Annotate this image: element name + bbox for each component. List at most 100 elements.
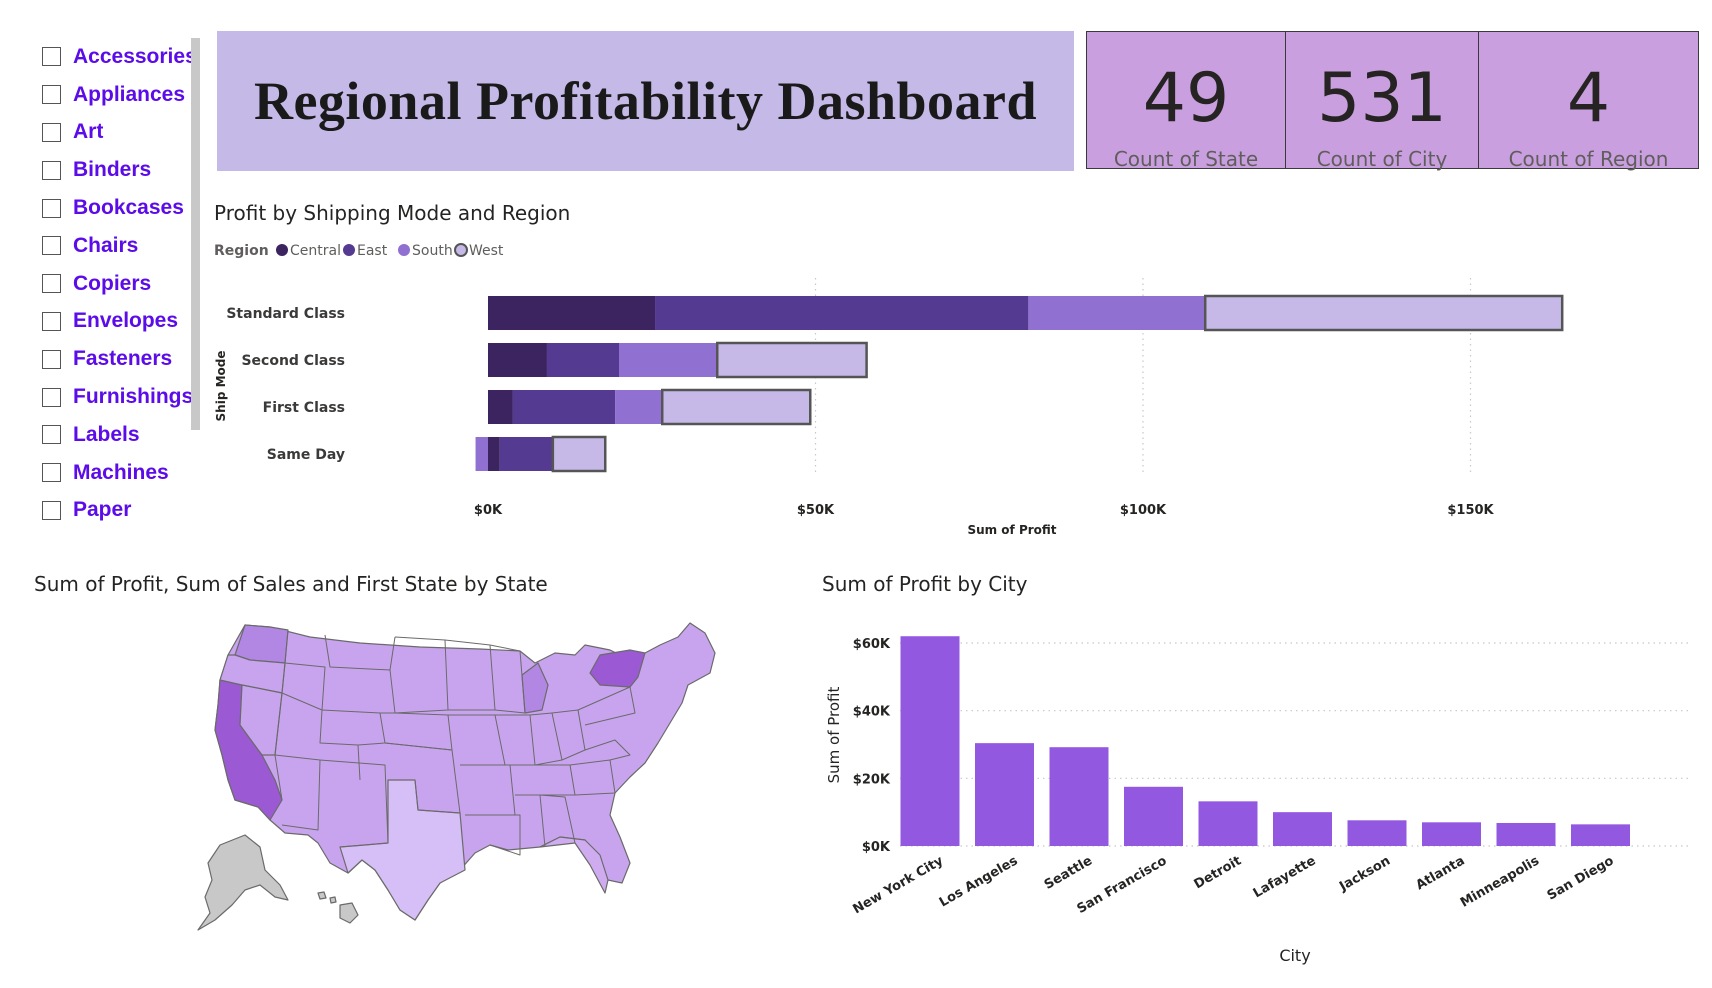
checkbox[interactable] (42, 349, 61, 369)
checkbox[interactable] (42, 47, 61, 67)
slicer-item[interactable]: Envelopes (42, 303, 194, 341)
bar-new-york-city[interactable] (900, 636, 960, 846)
legend-label: East (357, 243, 388, 259)
bar-jackson[interactable] (1347, 820, 1407, 846)
bar-san-francisco[interactable] (1124, 786, 1183, 846)
y-tick-label: $40K (853, 705, 891, 720)
bar-south[interactable] (619, 343, 718, 377)
x-axis-title: Sum of Profit (967, 523, 1056, 537)
checkbox[interactable] (42, 311, 61, 331)
state-profit-map[interactable] (190, 615, 750, 950)
x-tick-label: $50K (797, 503, 835, 518)
slicer-item[interactable]: Accessories (42, 38, 197, 76)
slicer-item[interactable]: Appliances (42, 76, 194, 114)
shipping-mode-chart[interactable]: Region Central East South West $0K $50K $100K $1… (210, 236, 1710, 546)
legend-item-east[interactable]: East (343, 243, 388, 259)
bar-detroit[interactable] (1198, 801, 1258, 846)
bar-central[interactable] (488, 390, 513, 424)
city-profit-chart[interactable]: $0K $20K $40K $60K Sum of Profit New York Cit… (815, 615, 1710, 985)
bar-central[interactable] (488, 343, 547, 377)
slicer-item[interactable]: Binders (42, 151, 194, 189)
card-count-of-region[interactable]: 4 Count of Region (1478, 31, 1699, 171)
legend-item-south[interactable]: South (398, 243, 453, 259)
legend-item-central[interactable]: Central (276, 243, 341, 259)
legend-item-west[interactable]: West (454, 243, 504, 259)
slicer-item-label: Appliances (73, 82, 186, 106)
bar-east[interactable] (655, 296, 1029, 330)
bar-east[interactable] (512, 390, 616, 424)
y-tick-label: $0K (862, 840, 891, 855)
slicer-item-label: Art (73, 120, 104, 144)
map-state-florida[interactable] (539, 836, 609, 894)
slicer-item[interactable]: Bookcases (42, 189, 194, 227)
card-count-of-city[interactable]: 531 Count of City (1285, 31, 1479, 171)
x-tick-label: Atlanta (1413, 853, 1467, 893)
x-tick-label: Seattle (1042, 853, 1095, 892)
bar-seattle[interactable] (1049, 747, 1109, 846)
card-value: 531 (1317, 59, 1447, 138)
checkbox[interactable] (42, 85, 61, 105)
checkbox[interactable] (42, 274, 61, 294)
bar-san-diego[interactable] (1571, 824, 1630, 846)
checkbox[interactable] (42, 236, 61, 256)
slicer-item[interactable]: Art (42, 114, 194, 152)
title-banner: Regional Profitability Dashboard (217, 31, 1074, 171)
map-state-nevada[interactable] (239, 684, 283, 756)
x-axis-title: City (1279, 946, 1310, 965)
slicer-item-label: Labels (73, 422, 140, 446)
bar-west[interactable] (551, 435, 607, 473)
bar-west[interactable] (716, 341, 868, 379)
checkbox[interactable] (42, 387, 61, 407)
slicer-scrollbar[interactable] (191, 38, 200, 430)
map-title: Sum of Profit, Sum of Sales and First St… (34, 572, 548, 596)
legend-label: South (412, 243, 453, 259)
bar-minneapolis[interactable] (1496, 822, 1556, 846)
checkbox[interactable] (42, 425, 61, 445)
bar-lafayette[interactable] (1273, 812, 1332, 846)
bar-south[interactable] (475, 437, 488, 471)
bar-west[interactable] (660, 388, 812, 426)
bar-central[interactable] (488, 437, 500, 471)
y-axis-title: Sum of Profit (825, 687, 843, 784)
slicer-item[interactable]: Machines (42, 454, 194, 492)
slicer-item[interactable]: Paper (42, 492, 194, 530)
card-count-of-state[interactable]: 49 Count of State (1086, 31, 1286, 171)
checkbox[interactable] (42, 198, 61, 218)
checkbox[interactable] (42, 160, 61, 180)
x-tick-label: Lafayette (1251, 853, 1319, 901)
slicer-item[interactable]: Fasteners (42, 340, 194, 378)
slicer-item-label: Paper (73, 498, 132, 522)
y-axis-title: Ship Mode (214, 351, 228, 422)
slicer-item-label: Bookcases (73, 196, 184, 220)
slicer-item[interactable]: Labels (42, 416, 194, 454)
page-title: Regional Profitability Dashboard (253, 71, 1038, 131)
bar-los-angeles[interactable] (975, 743, 1034, 846)
legend-marker (343, 244, 355, 256)
checkbox[interactable] (42, 500, 61, 520)
checkbox[interactable] (42, 463, 61, 483)
map-state-hawaii[interactable] (339, 902, 359, 924)
bar-west[interactable] (1203, 294, 1564, 332)
checkbox[interactable] (42, 122, 61, 142)
x-tick-label: New York City (850, 853, 946, 917)
bar-south[interactable] (615, 390, 663, 424)
card-value: 4 (1566, 59, 1611, 138)
map-state-new-york[interactable] (589, 649, 646, 688)
slicer-item[interactable]: Copiers (42, 265, 194, 303)
x-tick-label: $0K (474, 503, 503, 518)
category-slicer: Accessories Appliances Art Binders Bookcases… (42, 38, 197, 538)
bar-east[interactable] (499, 437, 553, 471)
bar-south[interactable] (1028, 296, 1206, 330)
y-tick-label: Second Class (241, 353, 345, 369)
bar-central[interactable] (488, 296, 656, 330)
slicer-item[interactable]: Chairs (42, 227, 194, 265)
map-state-alaska[interactable] (197, 834, 289, 931)
slicer-item-label: Furnishings (73, 385, 194, 409)
slicer-item[interactable]: Furnishings (42, 378, 194, 416)
bar-east[interactable] (546, 343, 619, 377)
bar-atlanta[interactable] (1422, 822, 1481, 846)
card-label: Count of City (1316, 147, 1448, 171)
legend-marker (398, 244, 410, 256)
slicer-item-label: Copiers (73, 271, 152, 295)
legend-title: Region (214, 243, 269, 259)
